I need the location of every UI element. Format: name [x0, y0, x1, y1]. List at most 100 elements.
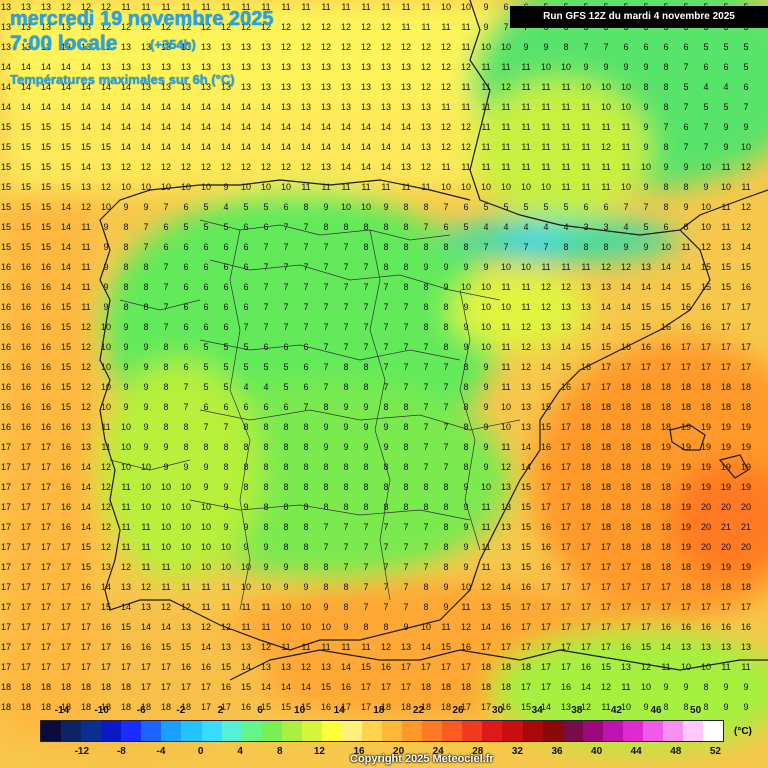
map-time-title: 7:00 locale [10, 32, 118, 55]
temperature-value: 7 [383, 562, 389, 572]
temperature-value: 7 [403, 522, 409, 532]
temperature-value: 11 [501, 382, 511, 392]
temperature-value: 11 [521, 282, 531, 292]
temperature-value: 5 [743, 42, 749, 52]
temperature-value: 18 [80, 702, 91, 712]
temperature-value: 17 [40, 442, 51, 452]
temperature-value: 13 [320, 662, 331, 672]
temperature-value: 12 [300, 662, 311, 672]
temperature-value: 13 [120, 42, 131, 52]
temperature-value: 17 [560, 642, 571, 652]
temperature-value: 12 [240, 162, 251, 172]
temperature-value: 11 [521, 122, 531, 132]
temperature-value: 13 [680, 642, 691, 652]
temperature-value: 11 [721, 162, 731, 172]
temperature-value: 12 [220, 22, 231, 32]
temperature-value: 11 [501, 282, 511, 292]
temperature-value: 8 [403, 202, 409, 212]
temperature-value: 6 [503, 2, 509, 12]
temperature-value: 12 [380, 642, 391, 652]
temperature-value: 8 [223, 442, 229, 452]
temperature-value: 19 [680, 482, 691, 492]
legend-swatch [301, 721, 322, 741]
temperature-value: 8 [423, 502, 429, 512]
temperature-value: 8 [283, 422, 289, 432]
temperature-value: 12 [440, 82, 451, 92]
temperature-value: 9 [463, 302, 469, 312]
temperature-value: 18 [160, 702, 171, 712]
temperature-value: 11 [401, 22, 411, 32]
temperature-value: 17 [520, 622, 531, 632]
temperature-value: 17 [20, 602, 31, 612]
temperature-value: 16 [520, 582, 531, 592]
temperature-value: 17 [560, 482, 571, 492]
temperature-value: 15 [20, 202, 31, 212]
temperature-value: 17 [540, 582, 551, 592]
temperature-value: 11 [741, 182, 751, 192]
temperature-value: 11 [501, 102, 511, 112]
temperature-value: 18 [600, 442, 611, 452]
temperature-value: 6 [203, 322, 209, 332]
temperature-value: 11 [441, 622, 451, 632]
temperature-value: 8 [663, 702, 669, 712]
temperature-value: 4 [523, 222, 529, 232]
temperature-value: 13 [580, 282, 591, 292]
temperature-value: 9 [403, 622, 409, 632]
temperature-value: 10 [460, 582, 471, 592]
temperature-value: 10 [700, 662, 711, 672]
temperature-value: 16 [40, 342, 51, 352]
temperature-value: 9 [643, 142, 649, 152]
temperature-value: 8 [123, 282, 129, 292]
temperature-value: 6 [223, 322, 229, 332]
temperature-value: 11 [501, 342, 511, 352]
temperature-value: 15 [220, 662, 231, 672]
temperature-value: 7 [423, 382, 429, 392]
temperature-value: 13 [500, 562, 511, 572]
temperature-value: 11 [121, 542, 131, 552]
temperature-value: 13 [320, 102, 331, 112]
legend-bottom-label: -12 [74, 746, 90, 757]
temperature-value: 9 [483, 362, 489, 372]
temperature-value: 9 [463, 342, 469, 352]
temperature-value: 9 [363, 442, 369, 452]
temperature-value: 16 [20, 362, 31, 372]
temperature-value: 18 [620, 382, 631, 392]
temperature-value: 16 [540, 462, 551, 472]
temperature-value: 18 [20, 682, 31, 692]
legend-swatch [221, 721, 242, 741]
temperature-value: 7 [323, 322, 329, 332]
temperature-value: 7 [683, 142, 689, 152]
temperature-value: 6 [303, 362, 309, 372]
temperature-value: 9 [463, 482, 469, 492]
temperature-value: 17 [480, 702, 491, 712]
temperature-value: 8 [663, 62, 669, 72]
temperature-value: 17 [20, 642, 31, 652]
temperature-value: 13 [520, 422, 531, 432]
temperature-value: 5 [743, 62, 749, 72]
temperature-value: 9 [443, 282, 449, 292]
temperature-value: 9 [183, 462, 189, 472]
temperature-value: 13 [560, 322, 571, 332]
temperature-value: 6 [183, 342, 189, 352]
temperature-value: 12 [100, 182, 111, 192]
temperature-value: 6 [183, 242, 189, 252]
temperature-value: 5 [503, 202, 509, 212]
temperature-value: 9 [223, 522, 229, 532]
temperature-value: 15 [20, 242, 31, 252]
temperature-value: 13 [240, 42, 251, 52]
temperature-value: 16 [700, 302, 711, 312]
temperature-value: 8 [243, 462, 249, 472]
temperature-value: 17 [680, 602, 691, 612]
temperature-value: 14 [540, 702, 551, 712]
temperature-value: 8 [303, 422, 309, 432]
temperature-value: 14 [0, 62, 11, 72]
temperature-value: 9 [303, 582, 309, 592]
temperature-value: 9 [463, 322, 469, 332]
temperature-value: 15 [740, 262, 751, 272]
temperature-value: 17 [400, 662, 411, 672]
temperature-value: 17 [740, 322, 751, 332]
temperature-value: 18 [580, 462, 591, 472]
temperature-value: 14 [600, 302, 611, 312]
temperature-value: 15 [160, 642, 171, 652]
